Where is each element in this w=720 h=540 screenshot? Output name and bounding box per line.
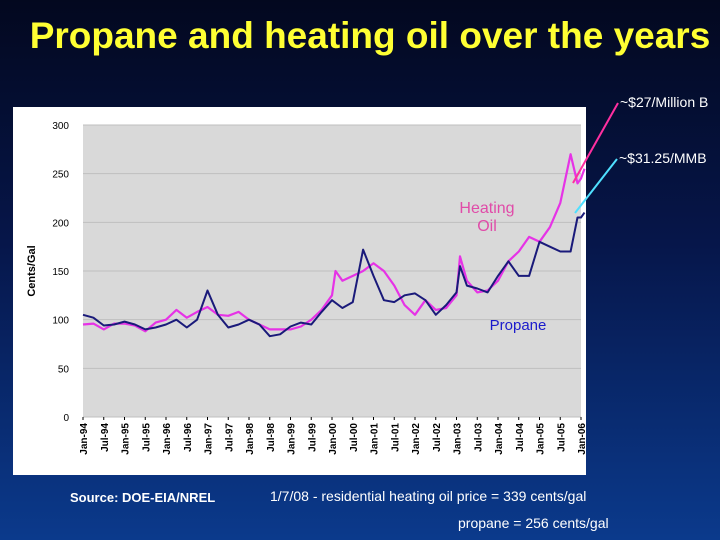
- series-line-propane: [82, 212, 586, 338]
- slide-title: Propane and heating oil over the years: [29, 15, 711, 56]
- x-tick-label: Jan-06: [577, 423, 586, 455]
- y-tick-label: 50: [58, 364, 70, 375]
- y-tick-label: 250: [52, 170, 69, 181]
- x-tick-label: Jul-98: [266, 423, 277, 452]
- x-tick-label: Jul-97: [224, 423, 235, 452]
- x-tick-label: Jan-96: [162, 423, 173, 455]
- callout-bottom: ~$31.25/MMB: [619, 150, 707, 166]
- x-tick-label: Jul-94: [100, 423, 111, 452]
- y-tick-label: 150: [52, 267, 69, 278]
- grid-layer: [83, 124, 581, 418]
- y-axis-label: Cents/Gal: [26, 245, 38, 296]
- x-tick-label: Jul-04: [515, 423, 526, 452]
- x-tick-label: Jan-05: [536, 423, 547, 455]
- x-tick-label: Jan-03: [453, 423, 464, 455]
- annotation-propane: Propane: [490, 317, 547, 334]
- x-tick-label: Jan-99: [287, 423, 298, 455]
- x-tick-label: Jul-96: [183, 423, 194, 452]
- line-chart: 0 50 100 150 200 250 300 Cents/Gal Jan-94 Jul-94 J…: [26, 121, 588, 455]
- price-note-propane: propane = 256 cents/gal: [458, 515, 609, 531]
- x-tick-label: Jan-01: [370, 423, 381, 455]
- y-tick-label: 200: [52, 218, 69, 229]
- y-tick-label: 0: [63, 413, 69, 424]
- series-line-heating-oil: [82, 153, 586, 333]
- x-tick-label: Jan-97: [204, 423, 215, 455]
- x-tick-label: Jul-02: [432, 423, 443, 452]
- x-tick-label: Jul-95: [141, 423, 152, 452]
- label-layer: Heating Oil Propane: [459, 200, 546, 334]
- x-tick-label: Jul-05: [556, 423, 567, 452]
- series-layer: [82, 153, 586, 338]
- axis-layer: 0 50 100 150 200 250 300 Cents/Gal Jan-94 Jul-94 J…: [26, 121, 588, 455]
- x-tick-label: Jul-01: [390, 423, 401, 452]
- x-tick-label: Jan-04: [494, 423, 505, 455]
- annotation-heating-oil: Heating Oil: [459, 200, 514, 235]
- x-tick-label: Jul-00: [349, 423, 360, 452]
- y-tick-label: 100: [52, 316, 69, 327]
- x-tick-label: Jan-00: [328, 423, 339, 455]
- chart-panel: 0 50 100 150 200 250 300 Cents/Gal Jan-94 Jul-94 J…: [13, 107, 588, 475]
- x-tick-label: Jan-95: [121, 423, 132, 455]
- x-tick-label: Jan-02: [411, 423, 422, 455]
- price-note-heating-oil: 1/7/08 - residential heating oil price =…: [270, 488, 587, 504]
- y-tick-label: 300: [52, 121, 69, 132]
- callout-top: ~$27/Million B: [620, 94, 709, 110]
- source-note: Source: DOE-EIA/NREL: [70, 490, 216, 505]
- x-tick-label: Jan-98: [245, 423, 256, 455]
- x-tick-label: Jul-03: [473, 423, 484, 452]
- x-tick-label: Jan-94: [79, 423, 90, 455]
- x-tick-label: Jul-99: [307, 423, 318, 452]
